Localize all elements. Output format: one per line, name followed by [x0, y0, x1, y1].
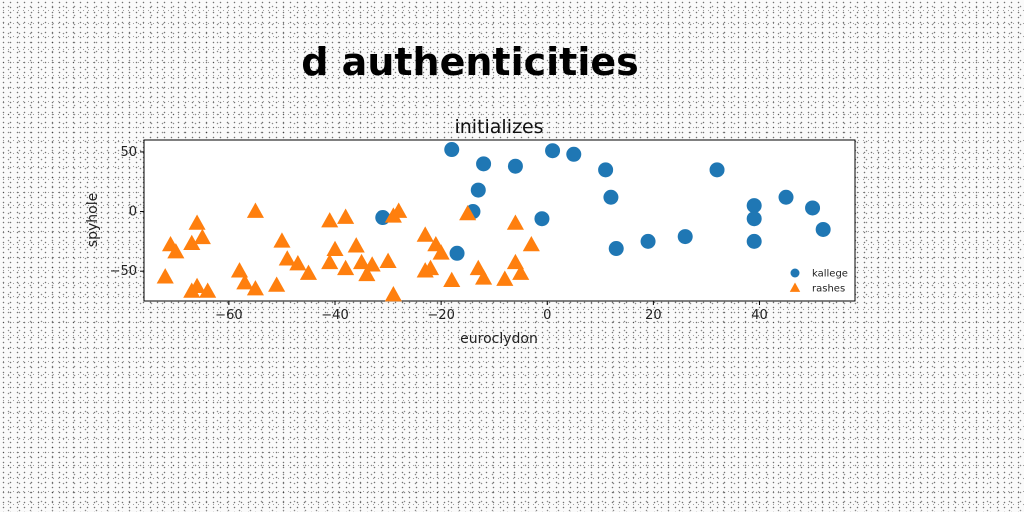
data-point-rashes: [236, 274, 254, 290]
data-point-rashes: [443, 271, 461, 288]
data-point-kallege: [534, 211, 550, 227]
legend: kallege rashes: [789, 268, 848, 295]
data-point-rashes: [384, 207, 402, 223]
data-point-kallege: [677, 229, 693, 245]
data-point-rashes: [416, 226, 434, 242]
data-point-rashes: [475, 269, 493, 285]
data-point-rashes: [321, 253, 339, 270]
data-point-rashes: [156, 268, 174, 284]
data-point-rashes: [188, 214, 206, 230]
data-point-rashes: [199, 282, 217, 298]
data-point-rashes: [183, 282, 201, 298]
x-tick-label: −20: [427, 308, 454, 323]
legend-label-kallege: kallege: [812, 269, 848, 280]
data-point-rashes: [347, 237, 365, 253]
data-point-rashes: [506, 214, 524, 230]
data-point-rashes: [193, 228, 211, 245]
data-point-kallege: [709, 162, 725, 178]
data-point-kallege: [778, 189, 794, 205]
data-point-kallege: [566, 146, 582, 162]
x-tick-label: −60: [215, 308, 242, 323]
data-point-rashes: [268, 276, 286, 292]
data-point-rashes: [273, 232, 291, 248]
legend-label-rashes: rashes: [812, 284, 845, 295]
data-point-rashes: [522, 235, 540, 252]
data-point-rashes: [321, 212, 339, 228]
data-point-rashes: [416, 262, 434, 278]
x-tick-label: 40: [751, 308, 768, 323]
data-point-rashes: [167, 243, 185, 259]
chart-title: initializes: [454, 116, 543, 138]
y-axis-label: spyhole: [85, 193, 101, 247]
y-tick-label: −50: [110, 264, 137, 279]
data-point-rashes: [337, 259, 355, 276]
data-point-kallege: [545, 143, 561, 159]
plot-area: [143, 139, 856, 302]
data-point-kallege: [470, 182, 486, 198]
data-point-rashes: [512, 264, 530, 280]
data-point-rashes: [246, 202, 264, 218]
data-point-kallege: [603, 189, 619, 205]
data-point-rashes: [496, 270, 514, 286]
data-point-rashes: [352, 253, 371, 270]
data-point-rashes: [183, 234, 201, 251]
data-point-rashes: [384, 286, 402, 302]
data-point-rashes: [326, 240, 344, 257]
data-point-kallege: [507, 158, 523, 174]
data-point-kallege: [805, 200, 821, 216]
y-tick-label: 0: [129, 205, 137, 220]
data-point-rashes: [246, 280, 264, 296]
data-point-kallege: [746, 211, 762, 227]
data-point-kallege: [746, 198, 762, 214]
x-axis-label: euroclydon: [460, 331, 538, 347]
data-point-kallege: [640, 233, 656, 249]
x-tick-label: 20: [645, 308, 662, 323]
data-point-kallege: [608, 241, 624, 257]
data-point-rashes: [337, 208, 355, 224]
data-point-kallege: [598, 162, 614, 178]
y-tick-label: 50: [120, 145, 137, 160]
data-point-rashes: [379, 252, 397, 268]
x-tick-label: −40: [321, 308, 348, 323]
data-point-rashes: [432, 244, 450, 260]
data-point-rashes: [278, 250, 296, 266]
data-point-rashes: [289, 255, 307, 271]
data-point-kallege: [476, 156, 492, 172]
page-title: d authenticities: [301, 40, 639, 84]
data-point-rashes: [358, 265, 376, 282]
legend-marker-rashes: [789, 282, 801, 292]
x-tick-label: 0: [543, 308, 551, 323]
data-point-rashes: [506, 253, 524, 270]
data-point-kallege: [444, 142, 460, 158]
legend-marker-kallege: [790, 268, 800, 278]
data-point-rashes: [299, 264, 318, 280]
data-point-rashes: [459, 204, 477, 221]
data-point-kallege: [815, 221, 831, 237]
data-point-kallege: [449, 245, 465, 261]
data-point-kallege: [746, 233, 762, 249]
data-point-rashes: [230, 262, 249, 278]
